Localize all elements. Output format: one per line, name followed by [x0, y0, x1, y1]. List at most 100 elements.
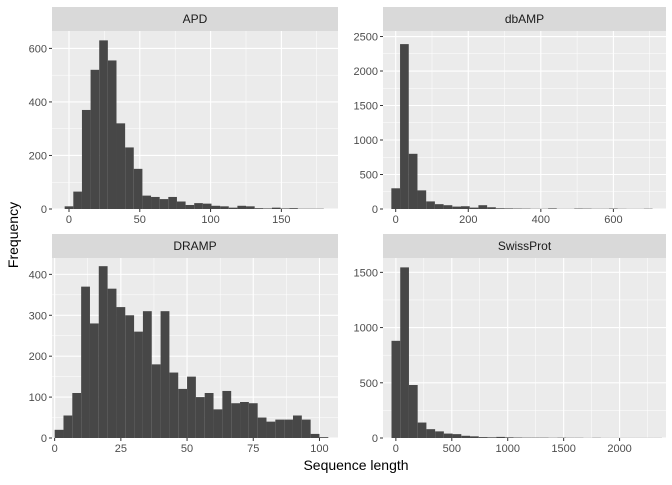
- histogram-bar: [426, 429, 435, 438]
- histogram-bar: [505, 208, 514, 209]
- y-tick-label: 0: [372, 433, 378, 445]
- y-tick-label: 1000: [354, 323, 378, 335]
- histogram-bar: [452, 207, 461, 209]
- histogram-bar: [134, 332, 143, 438]
- histogram-bar: [65, 206, 74, 209]
- histogram-bar: [108, 289, 117, 438]
- y-tick-label: 400: [29, 269, 47, 281]
- histogram-bar: [478, 205, 487, 209]
- x-tick-label: 75: [247, 443, 259, 455]
- y-tick-label: 100: [29, 392, 47, 404]
- histogram-bar: [187, 377, 196, 438]
- x-tick-label: 0: [52, 443, 58, 455]
- y-axis-title: Frequency: [5, 202, 21, 268]
- histogram-bar: [125, 147, 134, 209]
- histogram-bar: [116, 123, 125, 209]
- histogram-bar: [160, 199, 169, 209]
- histogram-bar: [249, 403, 258, 438]
- histogram-bar: [487, 437, 496, 438]
- y-tick-label: 1500: [354, 267, 378, 279]
- histogram-bar: [143, 311, 152, 438]
- x-tick-label: 1000: [495, 443, 519, 455]
- y-tick-label: 2000: [354, 66, 378, 78]
- histogram-bar: [177, 202, 186, 209]
- histogram-bar: [229, 208, 238, 209]
- x-tick-label: 0: [393, 443, 399, 455]
- y-tick-label: 500: [360, 378, 378, 390]
- histogram-bar: [63, 416, 72, 439]
- histogram-bar: [205, 393, 214, 438]
- histogram-bar: [134, 169, 143, 209]
- x-tick-label: 500: [443, 443, 461, 455]
- histogram-bar: [311, 434, 320, 438]
- histogram-bar: [505, 437, 514, 438]
- y-tick-label: 0: [41, 204, 47, 216]
- x-tick-label: 50: [181, 443, 193, 455]
- y-tick-label: 2500: [354, 32, 378, 44]
- histogram-bar: [246, 206, 255, 209]
- facet-strip-label: SwissProt: [498, 239, 552, 253]
- histogram-bar: [152, 364, 161, 438]
- y-tick-label: 500: [360, 170, 378, 182]
- histogram-bar: [435, 431, 444, 438]
- histogram-bar: [444, 434, 453, 438]
- histogram-bar: [194, 203, 203, 209]
- histogram-bar: [255, 208, 264, 209]
- x-tick-label: 600: [604, 214, 622, 226]
- histogram-bar: [461, 436, 470, 438]
- histogram-bar: [409, 154, 418, 209]
- y-tick-label: 200: [29, 351, 47, 363]
- histogram-bar: [263, 208, 272, 209]
- histogram-bar: [237, 206, 246, 209]
- histogram-bar: [222, 391, 231, 438]
- histogram-bar: [319, 437, 328, 438]
- histogram-bar: [289, 208, 298, 209]
- histogram-bar: [258, 418, 267, 438]
- histogram-bar: [272, 208, 281, 209]
- histogram-bar: [108, 60, 117, 209]
- histogram-bar: [203, 204, 212, 209]
- histogram-bar: [417, 190, 426, 209]
- histogram-bar: [240, 402, 249, 438]
- histogram-bar: [161, 311, 170, 438]
- histogram-bar: [99, 40, 108, 209]
- histogram-bar: [496, 208, 505, 209]
- histogram-bar: [548, 208, 557, 209]
- facet-strip-label: dbAMP: [505, 12, 544, 26]
- histogram-bar: [391, 188, 400, 209]
- facet-strip-label: APD: [183, 12, 208, 26]
- histogram-bar: [116, 307, 125, 438]
- histogram-bar: [90, 323, 99, 438]
- histogram-bar: [392, 341, 401, 438]
- histogram-bar: [400, 44, 409, 209]
- histogram-bar: [284, 420, 293, 438]
- facet-strip-label: DRAMP: [173, 239, 216, 253]
- x-tick-label: 50: [134, 214, 146, 226]
- x-tick-label: 2000: [607, 443, 631, 455]
- histogram-bar: [275, 420, 284, 438]
- x-tick-label: 0: [393, 214, 399, 226]
- histogram-bar: [453, 434, 462, 438]
- histogram-bar: [196, 397, 205, 438]
- histogram-bar: [487, 207, 496, 209]
- histogram-bar: [435, 204, 444, 209]
- x-tick-label: 200: [459, 214, 477, 226]
- x-tick-label: 100: [310, 443, 328, 455]
- histogram-bar: [211, 206, 220, 209]
- x-tick-label: 400: [532, 214, 550, 226]
- histogram-bar: [281, 208, 290, 209]
- y-tick-label: 600: [29, 43, 47, 55]
- histogram-bar: [91, 70, 100, 209]
- histogram-bar: [168, 197, 177, 209]
- histogram-bar: [400, 267, 409, 438]
- histogram-bar: [302, 420, 311, 438]
- facet-swissprot: SwissProt 0 500 1000 1500 2000 0 500 1000 1500: [354, 234, 666, 455]
- x-tick-label: 1500: [551, 443, 575, 455]
- histogram-bar: [73, 192, 82, 209]
- y-tick-label: 1500: [354, 101, 378, 113]
